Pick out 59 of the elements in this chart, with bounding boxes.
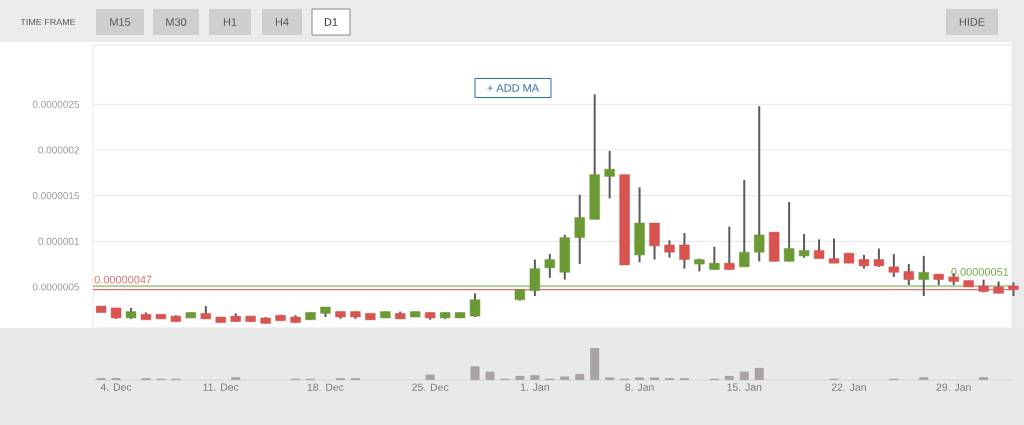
text: HIDE [959,18,985,26]
candlestick [724,225,735,271]
candlestick [828,237,840,265]
ref-line-label: 0.00000047 [94,275,152,284]
bar [739,371,749,380]
candlestick [739,179,750,268]
candlestick [903,263,914,287]
y-tick-label: 0.0000005 [32,283,80,291]
bar [979,377,989,380]
bar [485,371,495,380]
x-tick-label: 8. Jan [625,383,654,391]
bar [754,367,764,380]
candlestick [544,253,556,279]
x-tick-label: 29. Jan [936,383,971,391]
bar [231,377,241,380]
candlestick [574,193,585,266]
bar [590,348,600,380]
x-tick-label: 1. Jan [520,383,549,391]
bar [515,375,525,380]
bar [425,374,435,380]
candlestick [918,254,929,298]
candlestick [604,149,615,200]
candlestick [888,253,900,278]
bar [919,377,929,380]
y-tick-label: 0.000002 [38,146,79,154]
candlestick [873,247,885,268]
y-tick-label: 0.0000025 [32,100,80,108]
x-tick-label: 25. Dec [412,383,449,391]
bar [530,375,540,380]
y-tick-label: 0.0000015 [32,192,80,200]
bar [605,377,615,380]
x-tick-label: 15. Jan [727,383,762,391]
candlestick [649,222,660,261]
candlestick [709,245,720,271]
text: H1 [223,18,237,26]
x-tick-label: 11. Dec [203,383,239,391]
x-tick-label: 22. Jan [831,383,866,391]
bar [635,377,645,380]
text: H4 [275,18,289,26]
bar [470,366,480,380]
text: TIME FRAME [20,18,76,26]
bar [724,375,734,380]
bar [650,377,660,380]
candlestick [783,201,795,263]
y-tick-label: 0.000001 [38,237,79,245]
annotation: + ADD MA [487,84,539,92]
candlestick [754,105,765,263]
ref-line-label: 0.00000051 [951,268,1009,276]
text: M30 [166,18,187,26]
x-tick-label: 4. Dec [100,383,132,391]
candlestick [679,232,690,270]
candlestick [813,238,825,260]
candlestick [529,258,541,298]
candlestick [798,232,810,259]
bar [560,376,570,380]
text: M15 [110,18,131,26]
text: D1 [324,18,338,26]
x-tick-label: 18. Dec [307,383,344,391]
bar [575,373,585,380]
